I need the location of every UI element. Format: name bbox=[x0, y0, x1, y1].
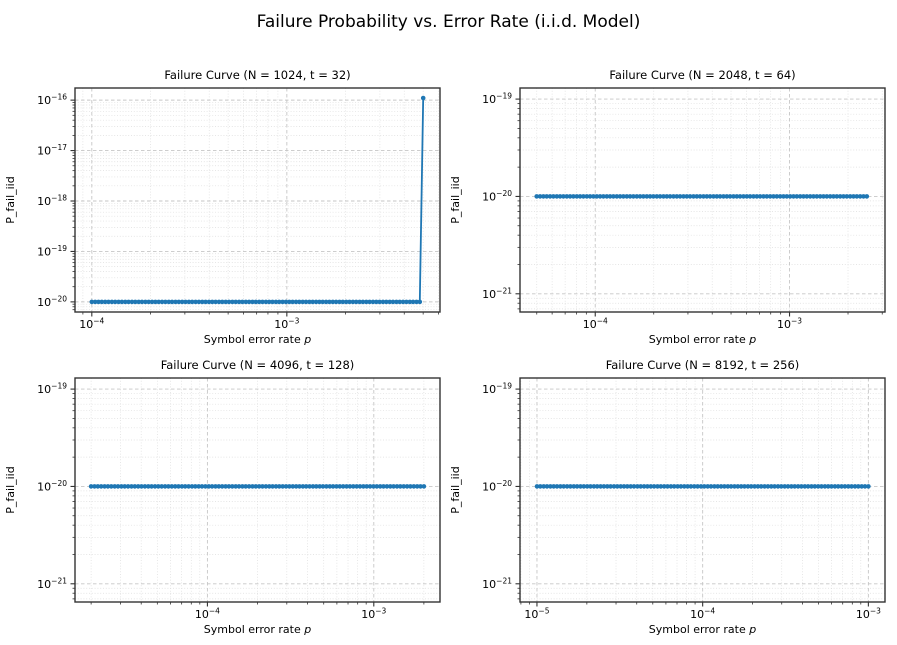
x-axis-label: Symbol error rate p bbox=[204, 623, 311, 636]
y-tick-label: 10−21 bbox=[37, 576, 67, 591]
subplot-title: Failure Curve (N = 8192, t = 256) bbox=[606, 358, 800, 372]
y-tick-label: 10−19 bbox=[482, 92, 512, 107]
y-tick-label: 10−17 bbox=[37, 143, 67, 158]
axes-spines bbox=[519, 87, 886, 313]
x-tick-label: 10−3 bbox=[777, 317, 802, 332]
y-tick-label: 10−18 bbox=[37, 194, 67, 209]
y-tick-label: 10−20 bbox=[37, 294, 67, 309]
subplot-title: Failure Curve (N = 2048, t = 64) bbox=[609, 68, 795, 82]
y-axis-label: P_fail_iid bbox=[4, 466, 17, 513]
major-gridlines bbox=[75, 88, 440, 312]
x-axis-label: Symbol error rate p bbox=[204, 333, 311, 346]
y-tick-label: 10−19 bbox=[37, 244, 67, 259]
axes-spines bbox=[519, 377, 886, 603]
x-axis-label: Symbol error rate p bbox=[649, 623, 756, 636]
y-axis-label: P_fail_iid bbox=[449, 176, 462, 223]
x-tick-label: 10−4 bbox=[195, 607, 220, 622]
x-tick-label: 10−5 bbox=[524, 607, 549, 622]
y-tick-label: 10−21 bbox=[482, 576, 512, 591]
x-tick-label: 10−3 bbox=[274, 317, 299, 332]
failure-curve-series bbox=[89, 95, 426, 305]
y-tick-label: 10−20 bbox=[482, 479, 512, 494]
x-tick-label: 10−3 bbox=[361, 607, 386, 622]
failure-curve-series bbox=[534, 194, 870, 199]
subplot-1: 10−4 10−3 10−16 10−17 10−18 10−19 10−20 Failure… bbox=[4, 68, 441, 346]
axis-ticks bbox=[70, 388, 425, 607]
minor-gridlines bbox=[75, 88, 440, 312]
subplot-3: 10−4 10−3 10−19 10−20 10−21 Failure Curve (N … bbox=[4, 358, 441, 636]
y-tick-label: 10−16 bbox=[37, 93, 67, 108]
y-tick-label: 10−21 bbox=[482, 286, 512, 301]
y-axis-label: P_fail_iid bbox=[449, 466, 462, 513]
axis-ticks bbox=[515, 388, 869, 607]
y-tick-label: 10−19 bbox=[37, 382, 67, 397]
minor-gridlines bbox=[520, 88, 885, 312]
y-axis-label: P_fail_iid bbox=[4, 176, 17, 223]
failure-curve-series bbox=[534, 484, 871, 489]
x-tick-label: 10−4 bbox=[79, 317, 104, 332]
subplot-2: 10−4 10−3 10−19 10−20 10−21 Failure Curve (N … bbox=[449, 68, 886, 346]
y-tick-label: 10−19 bbox=[482, 382, 512, 397]
failure-curve-series bbox=[88, 484, 427, 489]
x-tick-label: 10−4 bbox=[690, 607, 715, 622]
x-tick-label: 10−3 bbox=[856, 607, 881, 622]
minor-gridlines bbox=[520, 378, 885, 602]
figure-suptitle: Failure Probability vs. Error Rate (i.i.… bbox=[256, 12, 641, 32]
subplot-title: Failure Curve (N = 1024, t = 32) bbox=[164, 68, 350, 82]
axes-spines bbox=[74, 87, 441, 313]
major-gridlines bbox=[520, 88, 885, 312]
minor-gridlines bbox=[75, 378, 440, 602]
x-axis-label: Symbol error rate p bbox=[649, 333, 756, 346]
subplot-4: 10−5 10−4 10−3 10−19 10−20 10−21 Failure Curve… bbox=[449, 358, 886, 636]
y-tick-label: 10−20 bbox=[37, 479, 67, 494]
axis-ticks bbox=[515, 98, 883, 317]
axis-ticks bbox=[70, 99, 439, 317]
major-gridlines bbox=[520, 378, 885, 602]
subplot-title: Failure Curve (N = 4096, t = 128) bbox=[161, 358, 355, 372]
y-tick-label: 10−20 bbox=[482, 189, 512, 204]
x-tick-label: 10−4 bbox=[583, 317, 608, 332]
